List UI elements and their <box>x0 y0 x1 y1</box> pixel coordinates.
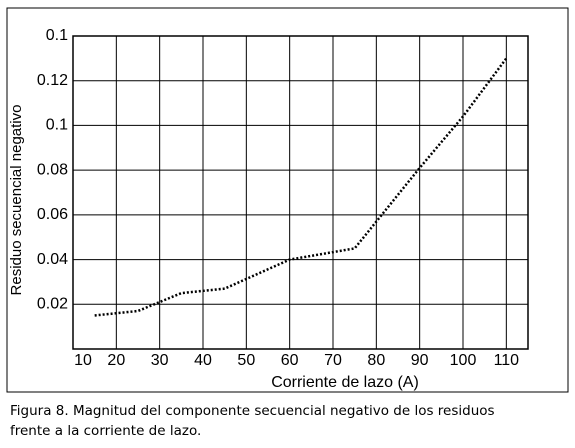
x-tick-label: 40 <box>194 352 212 369</box>
x-tick-label: 100 <box>450 352 477 369</box>
x-tick-label: 30 <box>151 352 169 369</box>
x-tick-label: 60 <box>281 352 299 369</box>
x-axis-label: Corriente de lazo (A) <box>271 374 419 391</box>
y-tick-label: 0.02 <box>37 296 68 313</box>
y-tick-label: 0.1 <box>46 117 68 134</box>
y-axis-label: Residuo secuencial negativo <box>8 105 25 296</box>
plot-frame <box>72 35 529 350</box>
x-tick-label: 80 <box>367 352 385 369</box>
y-tick-label: 0.06 <box>37 206 68 223</box>
data-line <box>94 57 508 317</box>
caption-line: frente a la corriente de lazo. <box>10 423 202 439</box>
caption-line: Figura 8. Magnitud del componente secuen… <box>10 403 495 419</box>
figure-border <box>6 7 569 393</box>
x-tick-label: 90 <box>411 352 429 369</box>
y-tick-label: 0.1 <box>46 27 68 44</box>
y-tick-label: 0.04 <box>37 251 68 268</box>
y-tick-label: 0.12 <box>37 72 68 89</box>
x-tick-label: 110 <box>494 352 520 369</box>
chart: Residuo secuencial negativo Corriente de… <box>6 7 569 393</box>
y-tick-label: 0.08 <box>37 161 68 178</box>
x-tick-label: 10 <box>74 352 92 369</box>
x-tick-label: 20 <box>107 352 125 369</box>
x-tick-label: 50 <box>237 352 255 369</box>
x-tick-label: 70 <box>324 352 342 369</box>
